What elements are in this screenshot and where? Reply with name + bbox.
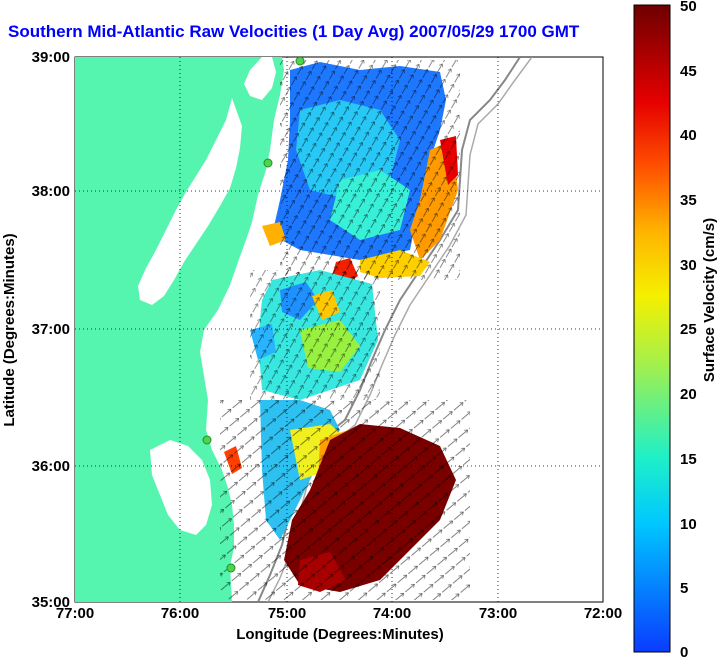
x-tick-label: 73:00 [479, 605, 517, 622]
velocity-field-south [220, 400, 470, 600]
y-tick-label: 36:00 [32, 458, 70, 475]
colorbar-tick-label: 15 [680, 451, 697, 468]
colorbar-tick-label: 35 [680, 192, 697, 209]
colorbar-ticks: 50 45 40 35 30 25 20 15 10 5 0 [680, 0, 697, 659]
x-axis-label: Longitude (Degrees:Minutes) [236, 626, 444, 643]
velocity-field-north [262, 60, 460, 286]
x-tick-label: 76:00 [161, 605, 199, 622]
colorbar-tick-label: 40 [680, 127, 697, 144]
colorbar-label: Surface Velocity (cm/s) [701, 218, 718, 382]
y-tick-label: 38:00 [32, 183, 70, 200]
radar-station-marker [202, 435, 212, 445]
colorbar-tick-label: 10 [680, 516, 697, 533]
chesapeake-bay [138, 98, 242, 305]
colorbar-tick-label: 30 [680, 257, 697, 274]
grid-lines [75, 57, 603, 602]
colorbar-tick-label: 20 [680, 386, 697, 403]
pamlico-sound [150, 440, 212, 535]
radar-station-marker [263, 158, 273, 168]
velocity-field-middle [250, 270, 380, 400]
y-axis-label: Latitude (Degrees:Minutes) [1, 233, 18, 426]
colorbar-tick-label: 25 [680, 321, 697, 338]
x-tick-label: 77:00 [56, 605, 94, 622]
colorbar-tick-label: 45 [680, 63, 697, 80]
y-tick-label: 39:00 [32, 49, 70, 66]
y-tick-labels: 39:00 38:00 37:00 36:00 35:00 [32, 49, 70, 611]
colorbar-tick-label: 50 [680, 0, 697, 15]
radar-station-marker [295, 57, 305, 66]
x-tick-label: 75:00 [268, 605, 306, 622]
delaware-bay [244, 57, 276, 100]
colorbar-tick-label: 0 [680, 644, 688, 659]
map-title: Southern Mid-Atlantic Raw Velocities (1 … [8, 22, 580, 41]
x-tick-label: 72:00 [584, 605, 622, 622]
x-tick-labels: 77:00 76:00 75:00 74:00 73:00 72:00 [56, 605, 622, 622]
colorbar [633, 4, 671, 653]
x-tick-label: 74:00 [373, 605, 411, 622]
y-tick-label: 37:00 [32, 321, 70, 338]
radar-station-marker [226, 563, 236, 573]
colorbar-tick-label: 5 [680, 580, 688, 597]
y-tick-label: 35:00 [32, 594, 70, 611]
